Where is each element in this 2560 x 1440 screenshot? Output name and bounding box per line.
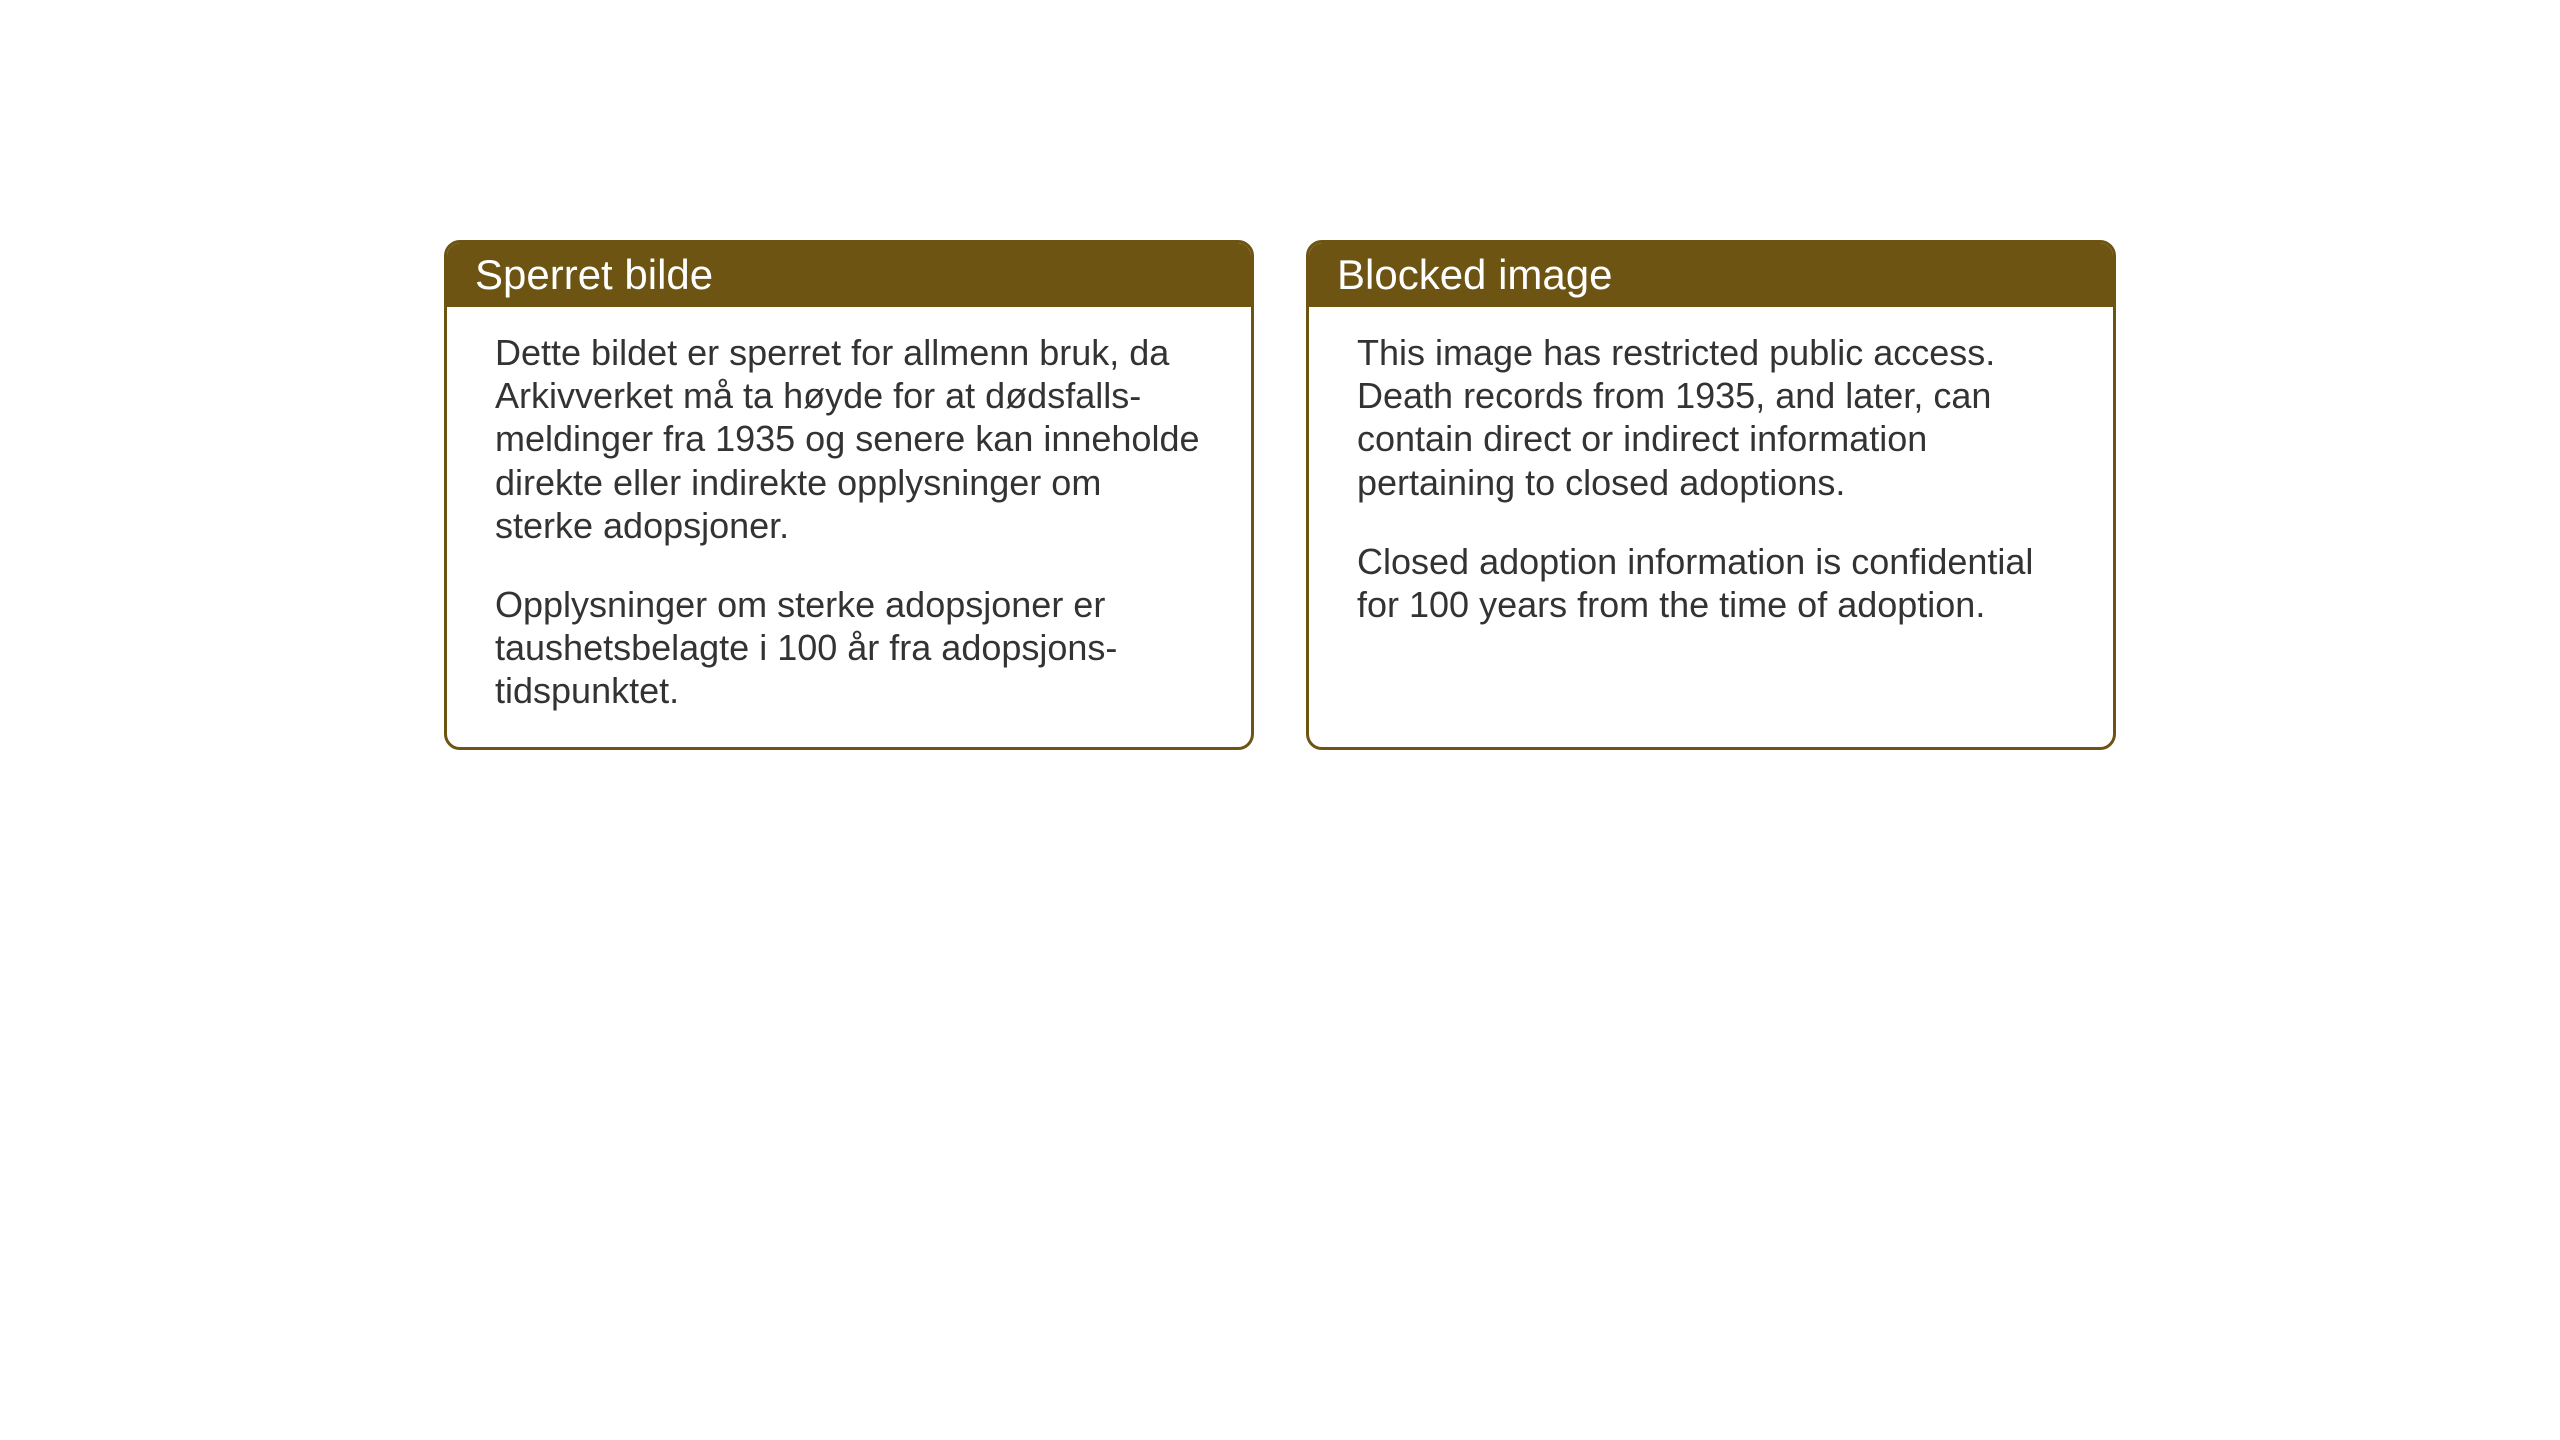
norwegian-card-body: Dette bildet er sperret for allmenn bruk… [447, 307, 1251, 747]
english-paragraph-2: Closed adoption information is confident… [1357, 540, 2065, 626]
english-notice-card: Blocked image This image has restricted … [1306, 240, 2116, 750]
norwegian-card-title: Sperret bilde [447, 243, 1251, 307]
english-card-title: Blocked image [1309, 243, 2113, 307]
norwegian-paragraph-1: Dette bildet er sperret for allmenn bruk… [495, 331, 1203, 547]
notice-container: Sperret bilde Dette bildet er sperret fo… [444, 240, 2116, 750]
norwegian-paragraph-2: Opplysninger om sterke adopsjoner er tau… [495, 583, 1203, 713]
english-paragraph-1: This image has restricted public access.… [1357, 331, 2065, 504]
english-card-body: This image has restricted public access.… [1309, 307, 2113, 660]
norwegian-notice-card: Sperret bilde Dette bildet er sperret fo… [444, 240, 1254, 750]
